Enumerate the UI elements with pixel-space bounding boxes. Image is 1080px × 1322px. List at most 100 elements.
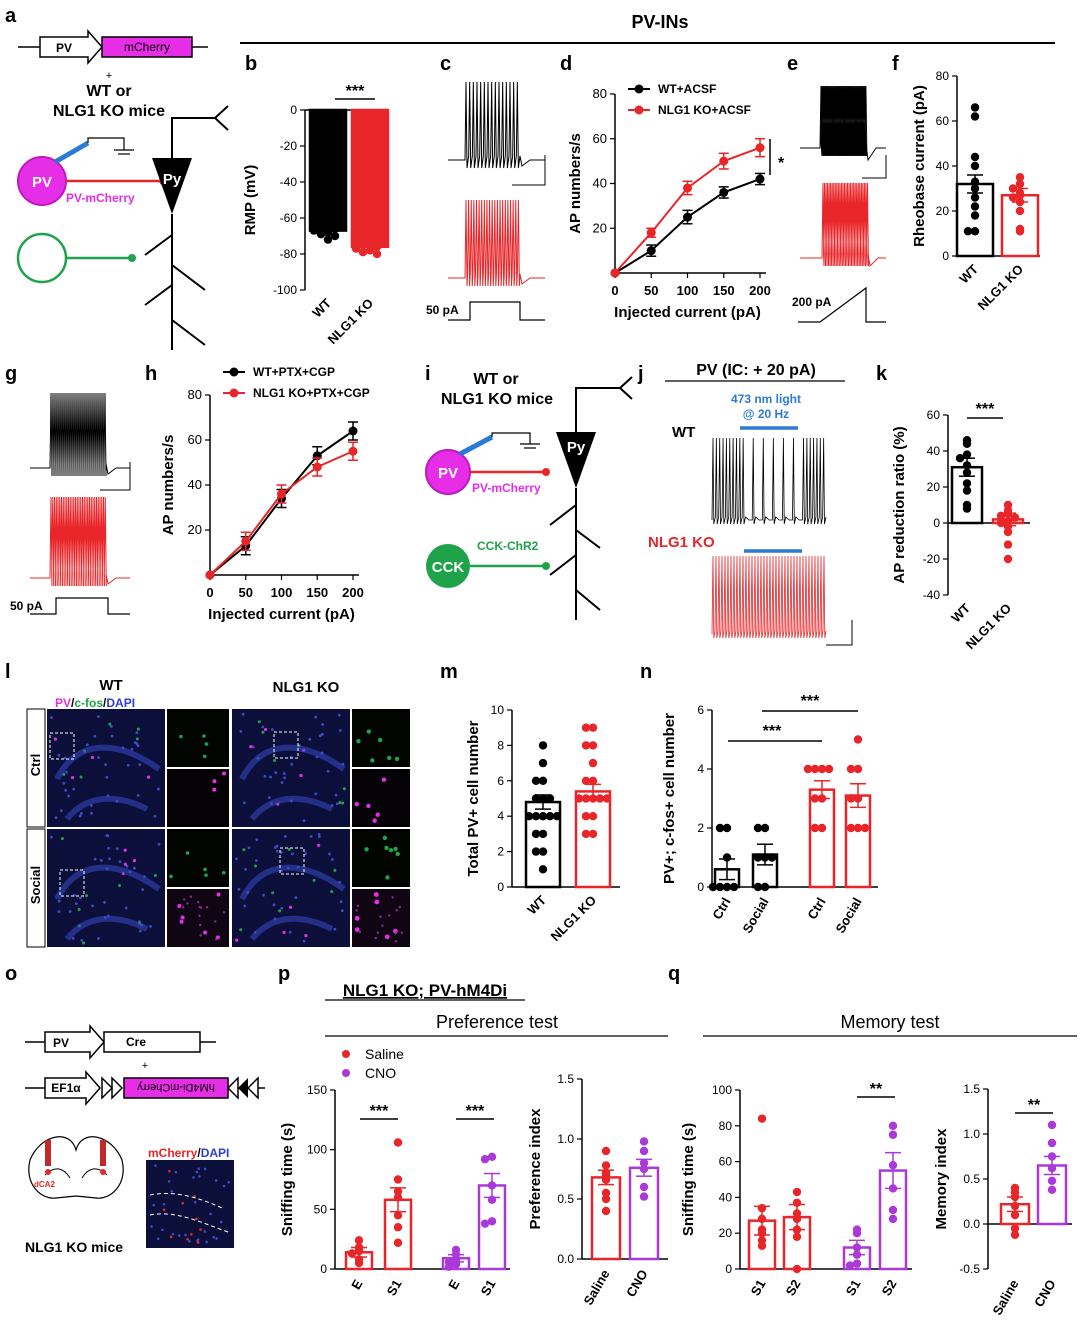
data-point-q2 [1010, 1192, 1020, 1202]
y-axis-label-b: RMP (mV) [242, 165, 259, 236]
y-tick-label-p1: 150 [307, 1083, 327, 1097]
legend-label-d: WT+ACSF [658, 82, 716, 96]
data-point-n [846, 794, 856, 803]
panel-e-traces: 200 pA [792, 85, 887, 323]
subtitle-memory: Memory test [840, 1012, 939, 1032]
svg-text:WT or: WT or [86, 83, 131, 100]
x-tick-label-p2: CNO [623, 1267, 650, 1300]
svg-text:h: h [145, 363, 157, 385]
svg-text:mCherry: mCherry [124, 40, 170, 54]
data-point-f [1015, 179, 1025, 189]
data-point-q2 [1047, 1152, 1057, 1161]
y-axis-label-d: AP numbers/s [567, 133, 584, 234]
data-point-p2 [601, 1161, 611, 1170]
x-tick-label-b: NLG1 KO [325, 296, 376, 347]
sig-q2: ** [1028, 1097, 1041, 1114]
data-point-d [719, 156, 729, 166]
data-point-m [581, 812, 591, 821]
data-point-p2 [601, 1188, 611, 1198]
data-point-n [767, 853, 777, 862]
bar-n-3 [844, 794, 872, 889]
data-point-p1 [393, 1193, 403, 1202]
data-point-q1 [757, 1114, 767, 1123]
x-tick-label-d: 150 [713, 283, 735, 298]
data-point-b [358, 240, 368, 250]
data-point-p1 [393, 1138, 403, 1147]
svg-text:+: + [142, 1060, 148, 1072]
data-point-k [962, 486, 972, 495]
y-tick-label-m: 2 [497, 845, 504, 859]
data-point-f [970, 193, 980, 202]
data-point-k [1003, 540, 1013, 549]
y-tick-label-d: 80 [593, 86, 607, 101]
svg-text:b: b [245, 53, 257, 75]
data-point-d [755, 143, 765, 153]
data-point-b [309, 226, 319, 235]
bar-m-1 [574, 790, 612, 889]
svg-text:200 pA: 200 pA [792, 295, 832, 309]
y-tick-label-b: 0 [290, 103, 297, 117]
data-point-q1 [852, 1250, 862, 1259]
y-tick-label-k: 40 [927, 444, 941, 458]
svg-text:PV (IC: + 20 pA): PV (IC: + 20 pA) [696, 362, 816, 379]
data-point-f [1008, 184, 1018, 193]
y-tick-label-q2: 1.5 [963, 1082, 980, 1096]
data-point-p1 [354, 1258, 364, 1268]
data-point-n [722, 853, 732, 862]
x-tick-label-n: Social [739, 895, 771, 936]
svg-text:q: q [668, 963, 680, 985]
data-point-m [524, 812, 534, 821]
svg-text:e: e [787, 53, 798, 75]
x-tick-label-h: 0 [206, 585, 213, 600]
bar-b-1 [350, 108, 390, 249]
data-point-q1 [757, 1203, 767, 1213]
data-point-m [581, 794, 591, 803]
x-tick-label-b: WT [309, 295, 334, 320]
data-point-k [1010, 513, 1020, 522]
y-tick-label-f: 60 [936, 114, 950, 128]
y-tick-label-m: 6 [497, 774, 504, 788]
data-point-p1 [451, 1260, 461, 1269]
svg-text:50 pA: 50 pA [426, 303, 459, 317]
data-point-d [683, 212, 692, 222]
svg-text:d: d [560, 53, 572, 75]
svg-text:CNO: CNO [365, 1065, 396, 1081]
data-point-n [715, 823, 725, 833]
brain-section-icon [28, 1136, 124, 1199]
data-point-b [323, 221, 333, 230]
svg-text:NLG1 KO mice: NLG1 KO mice [53, 103, 165, 120]
data-point-f [970, 177, 980, 186]
y-tick-label-m: 0 [497, 880, 504, 894]
data-point-k [1003, 527, 1013, 537]
y-tick-label-p1: 100 [307, 1143, 327, 1157]
data-point-m [588, 812, 598, 821]
y-tick-label-k: 20 [927, 480, 941, 494]
data-point-m [574, 794, 584, 803]
data-point-n [846, 764, 856, 774]
data-point-f [963, 227, 973, 236]
x-tick-label-d: 0 [611, 283, 618, 298]
data-point-q1 [888, 1121, 898, 1131]
data-point-f [970, 202, 980, 211]
legend-label-h: NLG1 KO+PTX+CGP [253, 386, 370, 400]
data-point-q1 [792, 1264, 802, 1274]
svg-text:WT: WT [672, 424, 695, 441]
data-point-n [760, 882, 770, 892]
data-point-b [365, 239, 375, 248]
data-point-m [581, 741, 591, 750]
data-point-f [970, 103, 980, 112]
data-point-d [646, 246, 656, 256]
data-point-n [817, 794, 827, 803]
data-point-p1 [354, 1236, 364, 1245]
zoom-box [273, 731, 299, 759]
svg-text:50 pA: 50 pA [10, 599, 43, 613]
data-point-b [372, 242, 382, 251]
data-point-m [588, 741, 598, 750]
data-point-q1 [852, 1259, 862, 1268]
data-point-m [581, 829, 591, 839]
y-axis-label-p2: Preference index [527, 1108, 544, 1230]
data-point-p2 [639, 1182, 649, 1192]
data-point-m [531, 794, 541, 803]
y-tick-label-q1: 80 [719, 1119, 733, 1133]
x-tick-label-p1: S1 [478, 1277, 499, 1298]
